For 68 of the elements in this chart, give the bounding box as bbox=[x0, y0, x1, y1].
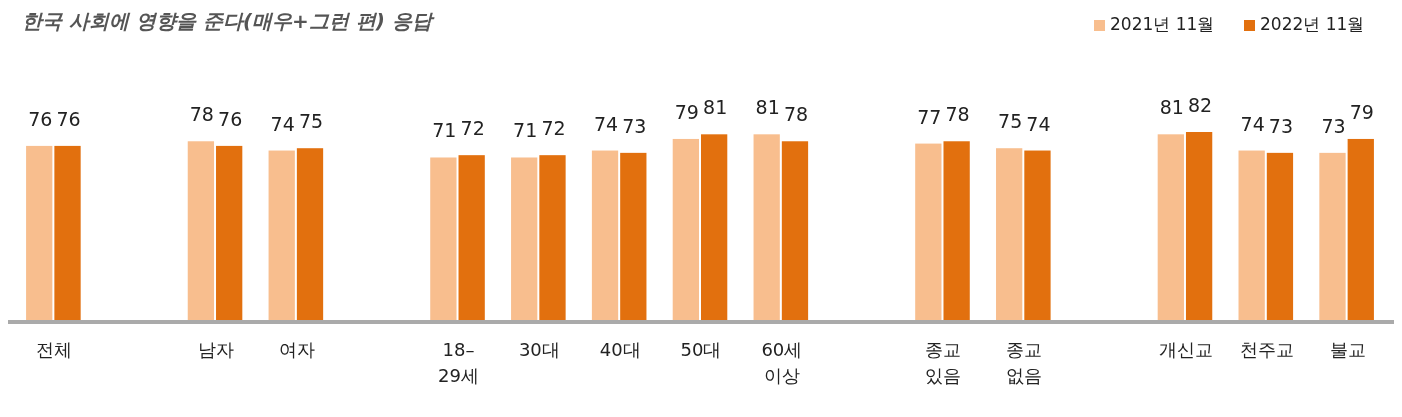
data-label: 76 bbox=[218, 107, 243, 130]
x-tick-label: 60세 이상 bbox=[761, 339, 803, 386]
data-label: 79 bbox=[1349, 100, 1374, 123]
bar bbox=[1185, 132, 1213, 322]
data-label: 76 bbox=[28, 107, 53, 130]
data-label: 75 bbox=[998, 110, 1023, 133]
bar bbox=[1347, 138, 1374, 322]
data-label: 72 bbox=[460, 117, 485, 140]
x-tick-label: 남자 bbox=[198, 339, 235, 360]
chart-title: 한국 사회에 영향을 준다(매우+그런 편) 응답 bbox=[22, 9, 435, 33]
bar bbox=[781, 141, 809, 322]
x-tick-label: 전체 bbox=[36, 339, 73, 360]
bar bbox=[458, 155, 485, 322]
bar bbox=[511, 157, 538, 322]
legend-label: 2022년 11월 bbox=[1260, 14, 1365, 34]
bar bbox=[216, 145, 243, 322]
data-label: 78 bbox=[189, 103, 214, 126]
data-label: 71 bbox=[513, 119, 538, 142]
bar bbox=[1238, 150, 1265, 322]
data-label: 81 bbox=[755, 96, 780, 119]
bar bbox=[539, 155, 566, 322]
x-tick-label: 30대 bbox=[518, 339, 560, 360]
bar bbox=[26, 145, 53, 322]
data-label: 75 bbox=[298, 110, 324, 133]
bar bbox=[268, 150, 295, 322]
bar bbox=[672, 138, 699, 322]
x-tick-label: 40대 bbox=[599, 339, 641, 360]
data-label: 73 bbox=[622, 114, 647, 137]
x-tick-label: 불교 bbox=[1329, 339, 1366, 360]
x-tick-label: 50대 bbox=[680, 339, 722, 360]
data-label: 79 bbox=[674, 100, 699, 123]
data-label: 82 bbox=[1188, 94, 1213, 116]
x-tick-label: 18– 29세 bbox=[438, 339, 479, 386]
data-label: 71 bbox=[432, 119, 457, 142]
data-label: 76 bbox=[56, 107, 81, 130]
data-label: 72 bbox=[541, 117, 566, 140]
x-tick-label: 종교 없음 bbox=[1006, 339, 1043, 386]
bar bbox=[591, 150, 619, 322]
data-label: 74 bbox=[1026, 112, 1051, 135]
bar bbox=[54, 145, 81, 322]
x-tick-label: 여자 bbox=[278, 339, 315, 360]
data-label: 74 bbox=[593, 112, 619, 135]
data-label: 74 bbox=[270, 112, 295, 135]
bar bbox=[1266, 152, 1294, 322]
data-label: 73 bbox=[1321, 114, 1346, 137]
bar bbox=[701, 134, 728, 322]
bar bbox=[620, 152, 647, 322]
bar bbox=[296, 148, 324, 322]
data-label: 74 bbox=[1240, 112, 1265, 135]
data-label: 73 bbox=[1268, 114, 1294, 137]
bar bbox=[943, 141, 970, 322]
legend-label: 2021년 11월 bbox=[1110, 14, 1215, 34]
data-label: 81 bbox=[1159, 96, 1184, 119]
x-tick-label: 개신교 bbox=[1158, 339, 1213, 360]
x-tick-label: 천주교 bbox=[1239, 339, 1294, 360]
bar bbox=[430, 157, 457, 322]
bar bbox=[915, 143, 942, 322]
bar bbox=[187, 141, 215, 322]
bar bbox=[1319, 152, 1346, 322]
bar bbox=[1024, 150, 1051, 322]
x-tick-label: 종교 있음 bbox=[925, 339, 962, 386]
bar bbox=[996, 148, 1023, 322]
data-label: 78 bbox=[945, 103, 970, 126]
data-label: 78 bbox=[783, 103, 809, 126]
bar bbox=[1157, 134, 1184, 322]
bar bbox=[753, 134, 780, 322]
data-label: 77 bbox=[917, 105, 942, 128]
data-label: 81 bbox=[703, 96, 728, 119]
